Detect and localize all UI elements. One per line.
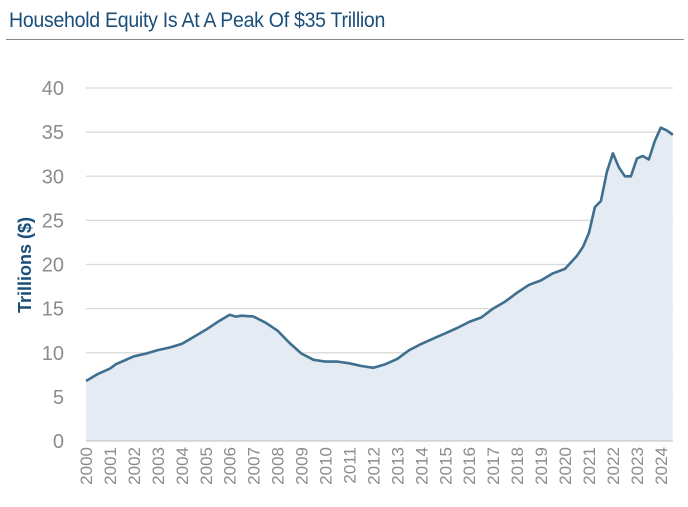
x-tick-label: 2001 [101,447,120,485]
x-tick-label: 2014 [412,447,431,485]
chart-title: Household Equity Is At A Peak Of $35 Tri… [9,9,386,32]
x-tick-label: 2013 [388,447,407,485]
x-tick-label: 2020 [556,447,575,485]
x-tick-label: 2011 [340,447,359,484]
x-tick-label: 2019 [532,447,551,485]
x-tick-label: 2021 [580,447,599,485]
x-tick-label: 2005 [197,447,216,485]
x-tick-label: 2024 [652,447,671,485]
series-line [85,126,674,383]
x-tick-label: 2004 [173,447,192,485]
area-fill [86,127,673,441]
x-tick-label: 2006 [221,447,240,485]
y-tick-label: 0 [53,431,64,453]
x-tick-label: 2022 [604,447,623,485]
x-tick-label: 2023 [628,447,647,485]
x-tick-label: 2000 [77,447,96,485]
x-tick-label: 2012 [364,447,383,485]
x-tick-label: 2017 [484,447,503,485]
y-tick-label: 40 [42,78,64,100]
y-tick-label: 25 [42,210,64,232]
y-tick-label: 30 [42,166,64,188]
x-tick-label: 2002 [125,447,144,485]
x-tick-label: 2007 [245,447,264,485]
y-tick-label: 10 [42,343,64,365]
x-tick-label: 2015 [436,447,455,485]
x-tick-label: 2008 [269,447,288,485]
x-tick-label: 2016 [460,447,479,485]
x-tick-label: 2018 [508,447,527,485]
y-tick-label: 20 [42,255,64,277]
y-axis-label: Trillions ($) [15,217,35,313]
x-tick-label: 2009 [293,447,312,485]
y-tick-label: 35 [42,122,64,144]
title-divider [6,39,684,40]
y-tick-label: 15 [42,299,64,321]
x-tick-label: 2010 [317,447,336,485]
x-tick-label: 2003 [149,447,168,485]
y-tick-label: 5 [53,387,64,409]
